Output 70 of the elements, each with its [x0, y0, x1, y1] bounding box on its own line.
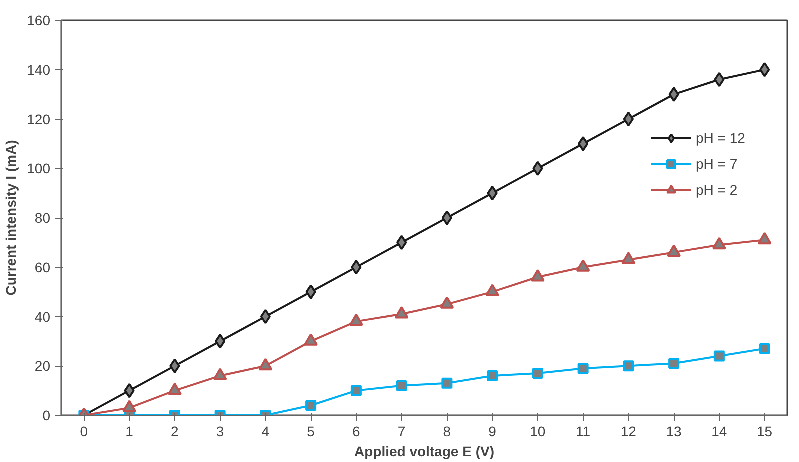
point	[396, 380, 408, 392]
point	[349, 314, 364, 326]
x-tick-label: 7	[398, 424, 406, 440]
point	[168, 382, 182, 396]
y-tick-label: 40	[34, 308, 51, 325]
point	[394, 306, 409, 319]
point	[530, 269, 545, 282]
x-tick-label: 9	[488, 424, 497, 440]
point	[487, 370, 498, 382]
point	[350, 385, 362, 396]
point	[486, 284, 500, 297]
point	[759, 343, 770, 354]
point	[440, 296, 454, 309]
x-tick-label: 10	[530, 424, 546, 440]
y-tick-label: 120	[27, 111, 51, 128]
x-tick-label: 14	[712, 424, 728, 440]
legend-label: pH = 7	[696, 156, 738, 172]
y-axis-title: Current intensity I (mA)	[3, 140, 20, 296]
y-tick-label: 20	[34, 358, 51, 374]
x-axis-title: Applied voltage E (V)	[354, 444, 495, 460]
point	[759, 62, 770, 78]
x-tick-label: 5	[307, 424, 316, 440]
y-tick-label: 0	[42, 408, 51, 424]
point	[668, 358, 680, 370]
x-tick-label: 6	[352, 424, 361, 440]
x-tick-label: 15	[757, 424, 773, 440]
y-tick-label: 160	[27, 12, 51, 28]
point	[667, 244, 682, 258]
point	[714, 350, 725, 362]
y-tick-label: 80	[34, 210, 51, 226]
y-tick-label: 140	[27, 62, 51, 78]
point	[170, 358, 180, 374]
point	[487, 186, 498, 201]
x-tick-label: 11	[576, 424, 591, 440]
point	[668, 87, 680, 102]
point	[396, 235, 408, 250]
point	[578, 136, 589, 152]
x-tick-label: 12	[620, 424, 637, 440]
y-tick-label: 60	[34, 259, 51, 276]
point	[714, 72, 725, 88]
y-tick-label: 100	[27, 160, 51, 177]
x-tick-label: 13	[666, 424, 682, 440]
x-tick-label: 0	[80, 424, 88, 440]
point	[623, 360, 634, 372]
point	[442, 210, 453, 226]
point	[442, 378, 453, 389]
x-tick-label: 4	[262, 424, 270, 440]
point	[576, 259, 590, 272]
point	[622, 252, 636, 264]
point	[124, 383, 135, 398]
x-tick-label: 8	[443, 424, 452, 440]
point	[532, 161, 544, 176]
point	[260, 309, 272, 324]
point	[712, 237, 726, 250]
legend-label: pH = 2	[696, 182, 738, 198]
point	[623, 112, 634, 127]
x-tick-label: 1	[126, 424, 134, 440]
point	[306, 284, 316, 300]
x-tick-label: 3	[216, 424, 224, 440]
point	[351, 260, 362, 275]
legend-label: pH = 12	[696, 130, 746, 146]
point	[258, 358, 273, 371]
point	[213, 368, 228, 380]
point	[532, 368, 544, 380]
point	[214, 334, 226, 349]
point	[304, 334, 318, 346]
point	[758, 232, 772, 245]
x-tick-label: 2	[171, 424, 180, 440]
point	[578, 363, 589, 374]
point	[306, 400, 317, 412]
